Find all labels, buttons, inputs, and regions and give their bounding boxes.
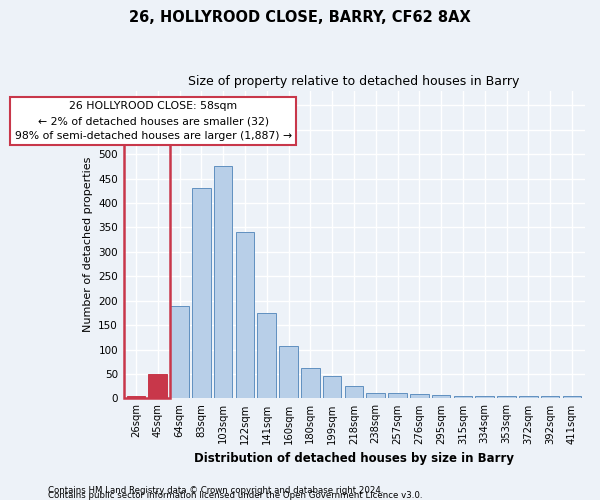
Text: Contains public sector information licensed under the Open Government Licence v3: Contains public sector information licen… bbox=[48, 490, 422, 500]
Text: Contains HM Land Registry data © Crown copyright and database right 2024.: Contains HM Land Registry data © Crown c… bbox=[48, 486, 383, 495]
Bar bbox=[214, 166, 232, 398]
Bar bbox=[192, 188, 211, 398]
Text: 26 HOLLYROOD CLOSE: 58sqm
← 2% of detached houses are smaller (32)
98% of semi-d: 26 HOLLYROOD CLOSE: 58sqm ← 2% of detach… bbox=[15, 102, 292, 141]
Text: 26, HOLLYROOD CLOSE, BARRY, CF62 8AX: 26, HOLLYROOD CLOSE, BARRY, CF62 8AX bbox=[129, 10, 471, 25]
Bar bbox=[367, 392, 385, 398]
Bar bbox=[541, 396, 559, 398]
Bar bbox=[236, 232, 254, 398]
Bar bbox=[257, 313, 276, 398]
Bar bbox=[519, 396, 538, 398]
Bar bbox=[432, 394, 451, 398]
Bar bbox=[279, 346, 298, 399]
X-axis label: Distribution of detached houses by size in Barry: Distribution of detached houses by size … bbox=[194, 452, 514, 465]
Bar bbox=[563, 396, 581, 398]
Bar bbox=[388, 392, 407, 398]
Bar bbox=[497, 396, 516, 398]
Bar bbox=[301, 368, 320, 398]
Bar bbox=[127, 396, 145, 398]
Bar bbox=[170, 306, 189, 398]
Bar bbox=[475, 396, 494, 398]
Bar bbox=[148, 374, 167, 398]
Bar bbox=[410, 394, 428, 398]
Y-axis label: Number of detached properties: Number of detached properties bbox=[83, 157, 92, 332]
Bar bbox=[344, 386, 363, 398]
Bar bbox=[124, 98, 170, 398]
Bar bbox=[454, 396, 472, 398]
Title: Size of property relative to detached houses in Barry: Size of property relative to detached ho… bbox=[188, 75, 520, 88]
Bar bbox=[323, 376, 341, 398]
